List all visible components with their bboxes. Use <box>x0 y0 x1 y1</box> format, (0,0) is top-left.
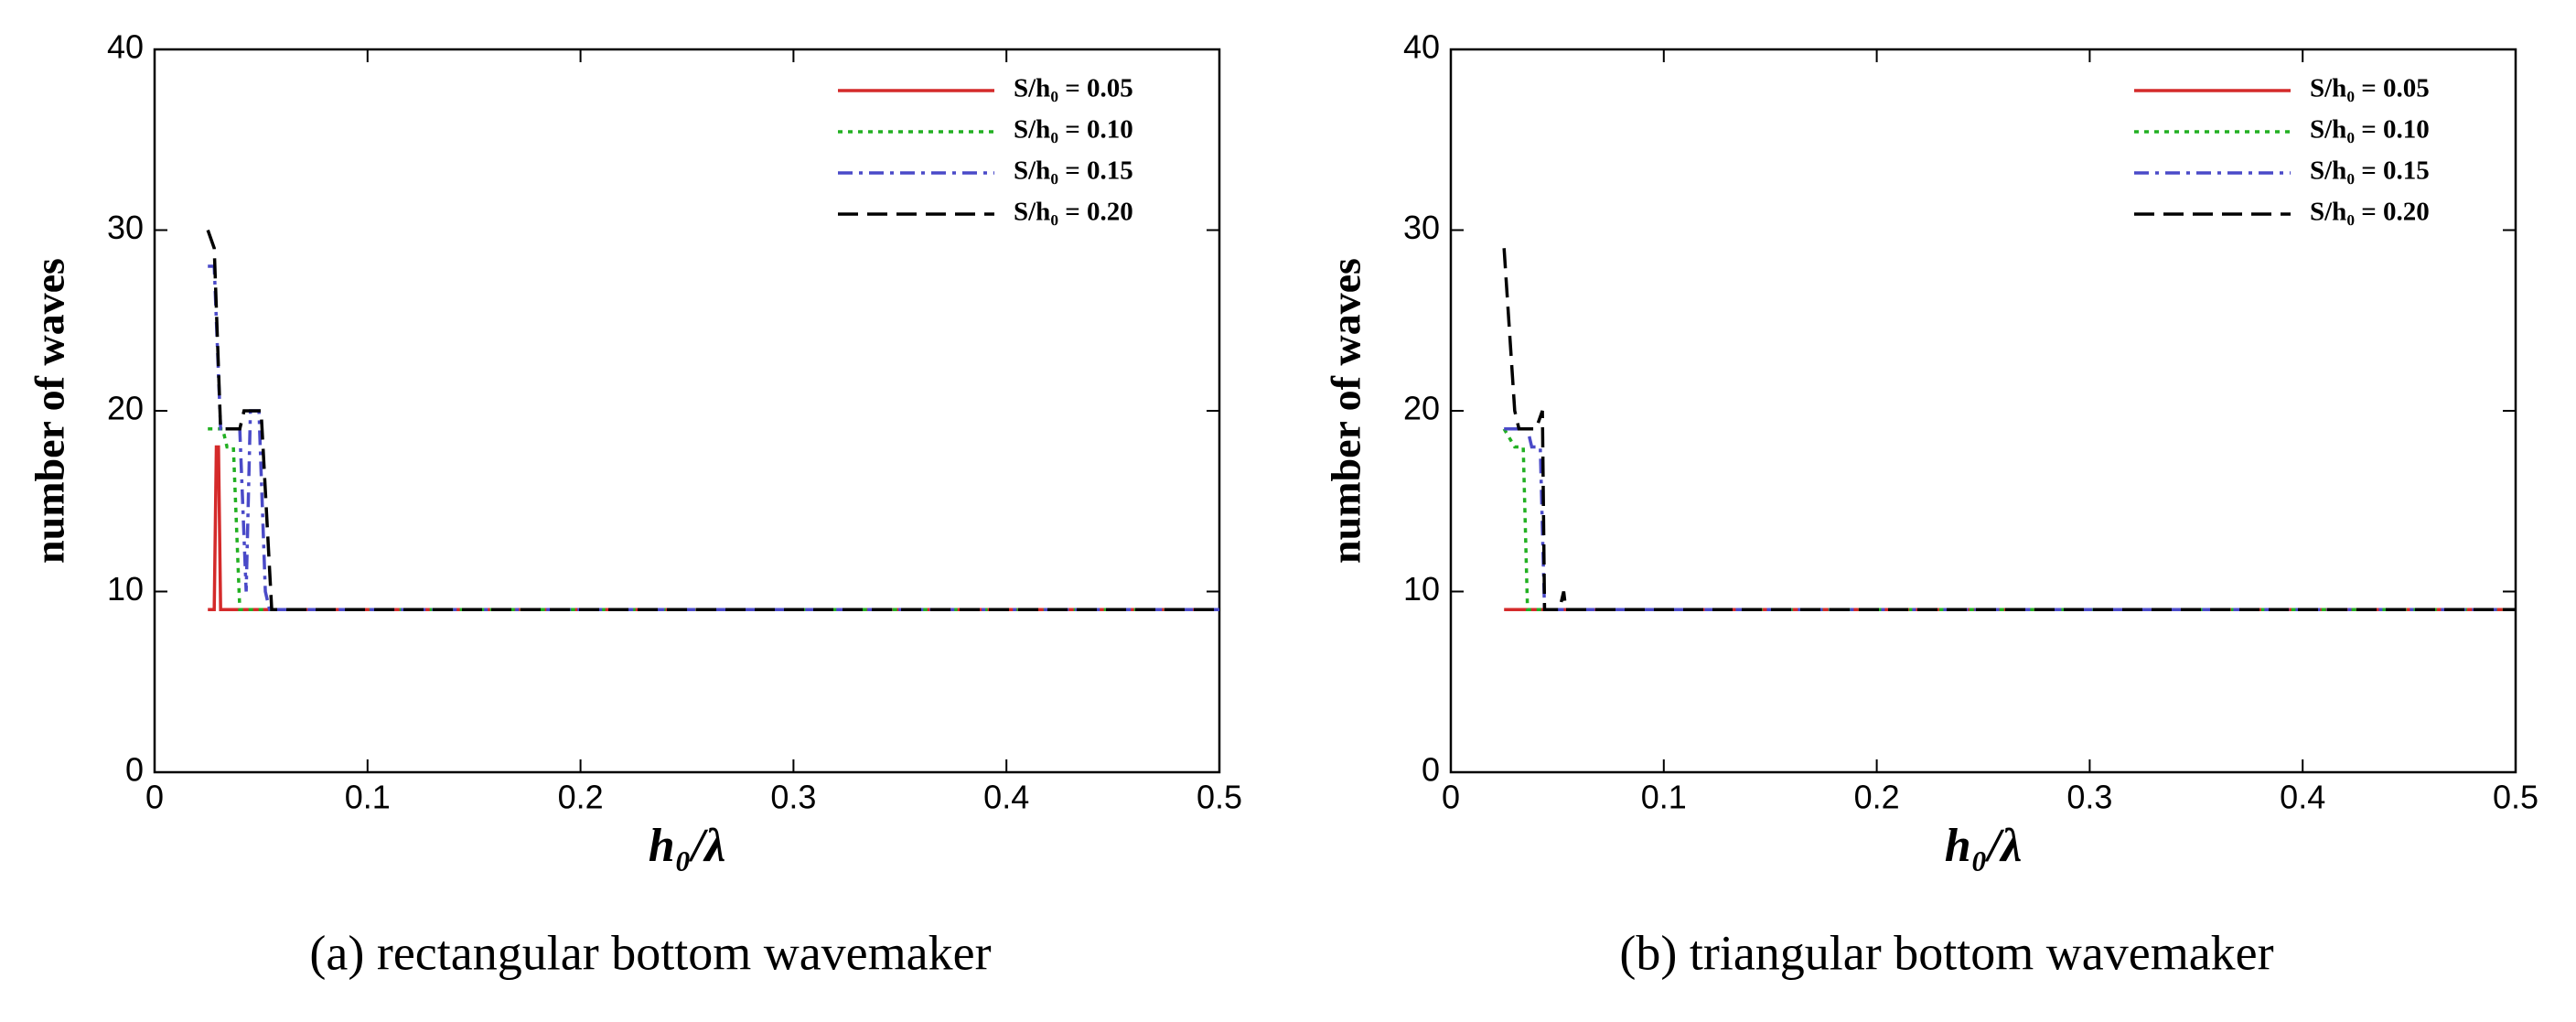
y-tick-label: 40 <box>107 28 144 66</box>
series-line <box>1504 427 2516 611</box>
legend-label: S/h₀ = 0.05 <box>2310 74 2430 103</box>
series-line <box>208 264 1219 611</box>
x-axis-label: h₀/λ <box>649 820 726 872</box>
y-tick-label: 0 <box>1422 751 1440 789</box>
legend-label: S/h₀ = 0.05 <box>1014 74 1133 103</box>
legend-label: S/h₀ = 0.20 <box>2310 198 2430 227</box>
x-tick-label: 0.2 <box>558 779 604 816</box>
plot-frame <box>153 48 1221 774</box>
y-tick-label: 30 <box>107 209 144 246</box>
x-tick-label: 0.4 <box>2280 779 2325 816</box>
series-line <box>1502 427 2516 611</box>
x-tick-label: 0.5 <box>1197 779 1242 816</box>
x-tick-label: 0.3 <box>2066 779 2112 816</box>
series-line <box>208 427 1219 611</box>
plot-frame <box>1449 48 2517 774</box>
y-axis-label: number of waves <box>27 258 73 564</box>
series-line <box>208 445 1219 611</box>
legend-label: S/h₀ = 0.10 <box>1014 115 1133 145</box>
chart-panel: 0 0.1 0.2 0.3 0.4 0.5 0 10 20 30 40 S/h₀ = 0.05 S/h₀… <box>27 28 1242 981</box>
y-tick-label: 40 <box>1403 28 1440 66</box>
y-tick-label: 20 <box>107 390 144 427</box>
legend-label: S/h₀ = 0.10 <box>2310 115 2430 145</box>
x-axis-label: h₀/λ <box>1945 820 2023 872</box>
x-tick-label: 0.1 <box>345 779 391 816</box>
y-tick-label: 0 <box>125 751 144 789</box>
y-tick-label: 10 <box>1403 570 1440 608</box>
x-tick-label: 0.1 <box>1641 779 1687 816</box>
legend-label: S/h₀ = 0.15 <box>1014 156 1133 186</box>
caption: (b) triangular bottom wavemaker <box>1619 925 2273 980</box>
y-axis-label: number of waves <box>1323 258 1369 564</box>
y-tick-label: 30 <box>1403 209 1440 246</box>
legend-label: S/h₀ = 0.15 <box>2310 156 2430 186</box>
y-tick-label: 20 <box>1403 390 1440 427</box>
y-tick-label: 10 <box>107 570 144 608</box>
x-tick-label: 0 <box>1442 779 1460 816</box>
x-tick-label: 0.2 <box>1854 779 1900 816</box>
x-tick-label: 0 <box>145 779 164 816</box>
x-tick-label: 0.4 <box>983 779 1029 816</box>
legend-label: S/h₀ = 0.20 <box>1014 198 1133 227</box>
x-tick-label: 0.3 <box>770 779 816 816</box>
caption: (a) rectangular bottom wavemaker <box>309 925 991 980</box>
series-line <box>1502 248 2516 611</box>
x-tick-label: 0.5 <box>2493 779 2538 816</box>
chart-panel: 0 0.1 0.2 0.3 0.4 0.5 0 10 20 30 40 S/h₀ = 0.05 S/h₀… <box>1323 28 2538 981</box>
series-line <box>206 229 1219 611</box>
